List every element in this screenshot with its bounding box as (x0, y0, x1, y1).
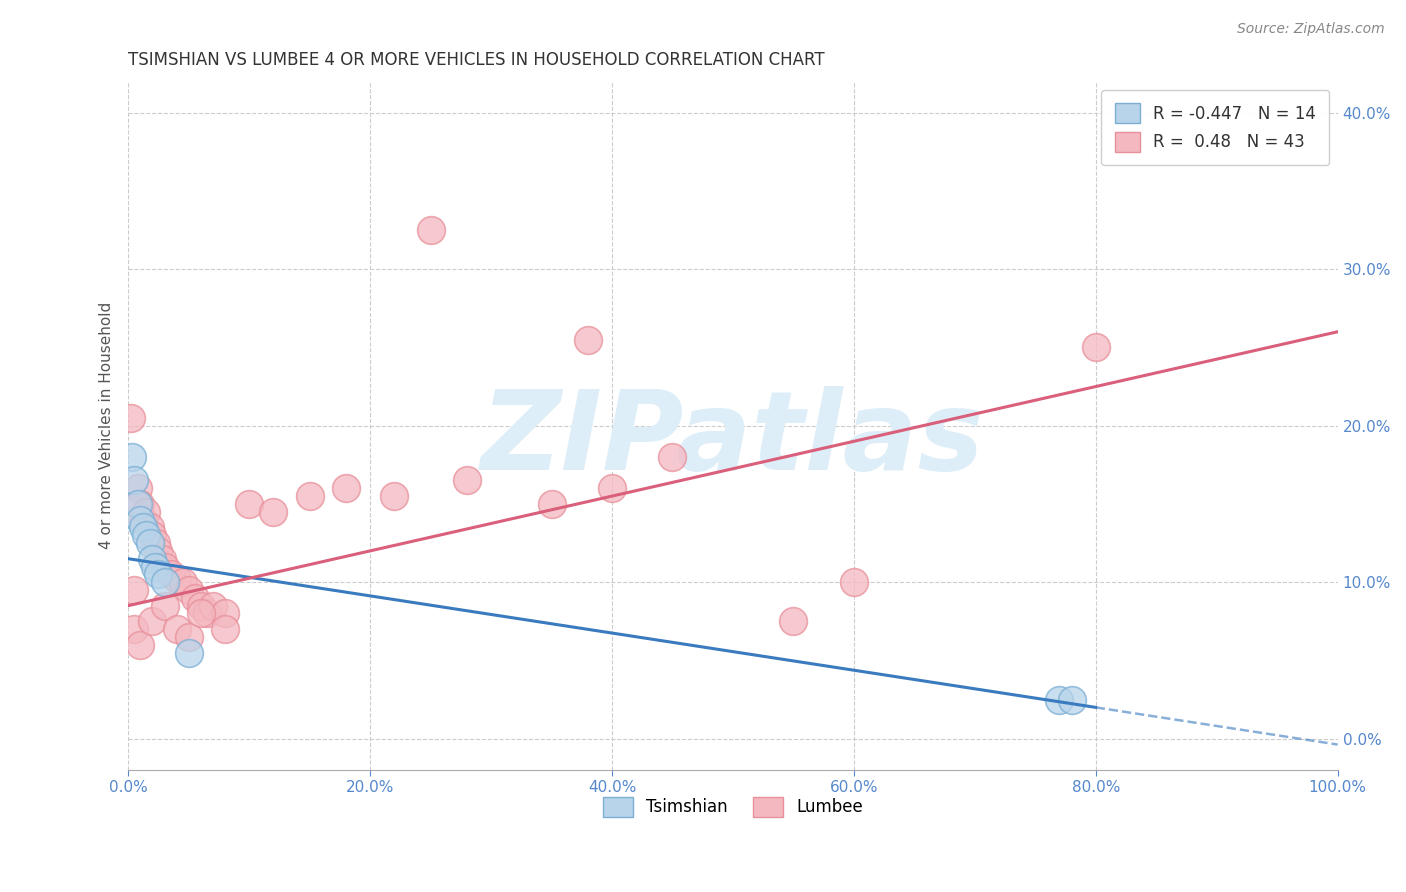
Point (195, 607, 218, 621)
Point (129, 497, 152, 511)
Point (132, 520, 155, 534)
Text: TSIMSHIAN VS LUMBEE 4 OR MORE VEHICLES IN HOUSEHOLD CORRELATION CHART: TSIMSHIAN VS LUMBEE 4 OR MORE VEHICLES I… (128, 51, 825, 69)
Point (129, 512, 152, 526)
Point (190, 599, 212, 613)
Point (190, 607, 212, 621)
Text: ZIPatlas: ZIPatlas (481, 386, 984, 493)
Point (135, 528, 157, 542)
Point (150, 551, 173, 566)
Point (153, 575, 176, 590)
Point (214, 622, 236, 636)
Point (135, 505, 157, 519)
Point (124, 622, 146, 636)
Point (214, 607, 236, 621)
Point (540, 497, 562, 511)
Point (177, 630, 200, 644)
Y-axis label: 4 or more Vehicles in Household: 4 or more Vehicles in Household (100, 302, 114, 549)
Point (141, 551, 163, 566)
Point (600, 481, 623, 495)
Point (148, 567, 170, 582)
Point (145, 536, 167, 550)
Point (166, 572, 188, 586)
Point (141, 615, 163, 629)
Point (121, 450, 143, 464)
Point (382, 489, 405, 503)
Point (127, 481, 149, 495)
Point (143, 559, 166, 574)
Text: Source: ZipAtlas.com: Source: ZipAtlas.com (1237, 22, 1385, 37)
Point (139, 536, 162, 550)
Point (419, 223, 441, 237)
Point (298, 489, 321, 503)
Point (124, 474, 146, 488)
Point (153, 599, 176, 613)
Point (172, 575, 194, 590)
Point (159, 567, 181, 582)
Point (456, 474, 478, 488)
Point (335, 481, 357, 495)
Point (576, 333, 599, 347)
Point (1049, 692, 1071, 706)
Point (129, 638, 152, 652)
Legend: Tsimshian, Lumbee: Tsimshian, Lumbee (596, 790, 870, 823)
Point (782, 615, 804, 629)
Point (148, 544, 170, 558)
Point (153, 559, 176, 574)
Point (141, 528, 163, 542)
Point (127, 497, 149, 511)
Point (139, 520, 162, 534)
Point (132, 512, 155, 526)
Point (1084, 340, 1107, 354)
Point (842, 575, 865, 590)
Point (238, 497, 260, 511)
Point (166, 622, 188, 636)
Point (661, 450, 683, 464)
Point (262, 505, 284, 519)
Point (177, 646, 200, 660)
Point (120, 410, 142, 425)
Point (124, 582, 146, 597)
Point (177, 582, 200, 597)
Point (1060, 692, 1083, 706)
Point (184, 591, 207, 605)
Point (201, 599, 224, 613)
